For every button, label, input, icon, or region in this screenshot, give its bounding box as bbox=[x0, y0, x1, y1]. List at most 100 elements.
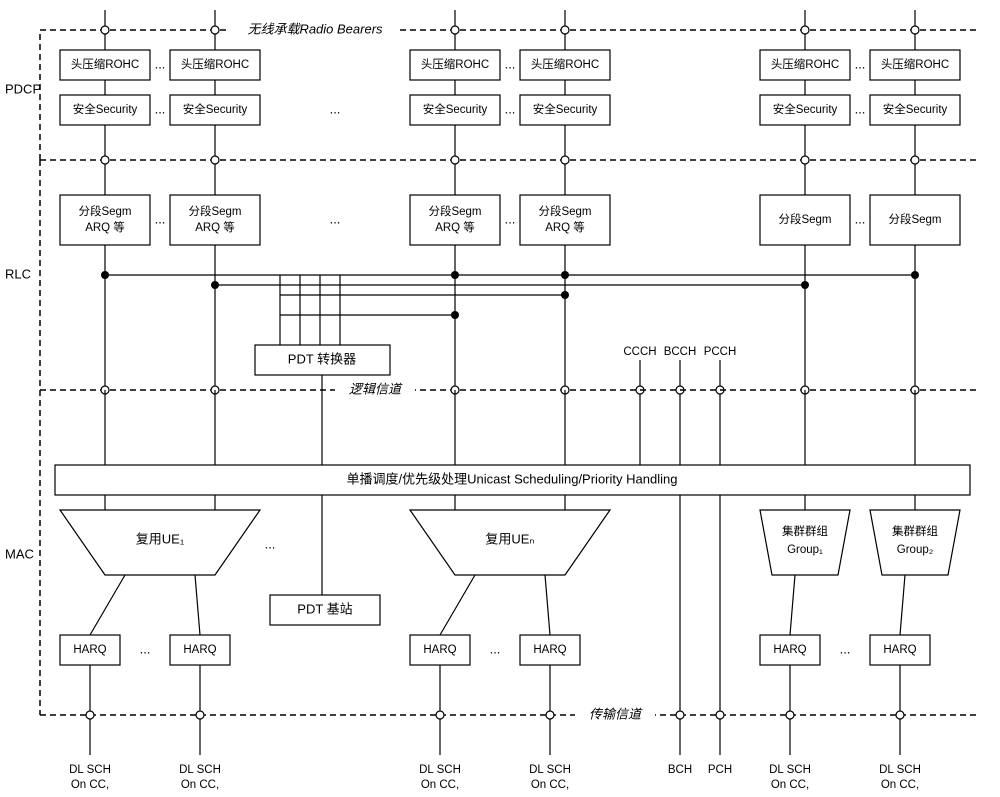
svg-text:...: ... bbox=[855, 101, 866, 116]
pdcp-security-row: 安全Security ... 安全Security ... 安全Security… bbox=[60, 95, 960, 125]
svg-text:On CC,: On CC, bbox=[71, 779, 109, 791]
pch-label: PCH bbox=[708, 764, 732, 776]
svg-text:头压缩ROHC: 头压缩ROHC bbox=[71, 57, 139, 71]
svg-text:分段Segm: 分段Segm bbox=[188, 204, 241, 218]
rlc-segm-arq-box: 分段Segm ARQ 等 bbox=[520, 195, 610, 245]
svg-text:...: ... bbox=[505, 101, 516, 116]
harq-box: HARQ bbox=[520, 635, 580, 665]
security-box: 安全Security bbox=[760, 95, 850, 125]
logical-to-scheduler bbox=[105, 390, 915, 465]
svg-text:ARQ 等: ARQ 等 bbox=[85, 220, 125, 234]
svg-text:安全Security: 安全Security bbox=[773, 102, 838, 116]
scheduler-box: 单播调度/优先级处理Unicast Scheduling/Priority Ha… bbox=[55, 465, 970, 495]
harq-box: HARQ bbox=[760, 635, 820, 665]
svg-text:集群群组: 集群群组 bbox=[782, 524, 828, 538]
section-transport-channels: 传输信道 bbox=[40, 706, 980, 723]
svg-text:...: ... bbox=[840, 641, 851, 656]
rlc-segm-box: 分段Segm bbox=[870, 195, 960, 245]
rlc-segm-box: 分段Segm bbox=[760, 195, 850, 245]
harq-box: HARQ bbox=[170, 635, 230, 665]
security-box: 安全Security bbox=[870, 95, 960, 125]
harq-box: HARQ bbox=[60, 635, 120, 665]
bottom-labels: DL SCH On CC, DL SCH On CC, DL SCH On CC, D… bbox=[69, 764, 921, 791]
svg-text:...: ... bbox=[140, 641, 151, 656]
security-box: 安全Security bbox=[60, 95, 150, 125]
svg-text:On CC,: On CC, bbox=[181, 779, 219, 791]
pdcp-rlc-boundary bbox=[40, 156, 980, 390]
section-logical-channels: 逻辑信道 bbox=[40, 381, 980, 398]
svg-text:头压缩ROHC: 头压缩ROHC bbox=[771, 57, 839, 71]
svg-text:安全Security: 安全Security bbox=[73, 102, 138, 116]
svg-text:HARQ: HARQ bbox=[183, 644, 216, 656]
layer-label-rlc: RLC bbox=[5, 266, 31, 281]
mux-uen: 复用UEₙ bbox=[410, 510, 610, 635]
bch-pch-bypass bbox=[680, 495, 720, 755]
svg-text:HARQ: HARQ bbox=[533, 644, 566, 656]
svg-text:On CC,: On CC, bbox=[771, 779, 809, 791]
svg-text:...: ... bbox=[265, 536, 276, 551]
control-channels: CCCH BCCH PCCH bbox=[623, 346, 736, 465]
svg-text:...: ... bbox=[505, 211, 516, 226]
rohc-box: 头压缩ROHC bbox=[410, 50, 500, 80]
svg-text:分段Segm: 分段Segm bbox=[778, 212, 831, 226]
svg-text:...: ... bbox=[490, 641, 501, 656]
group1-box: 集群群组 Group₁ bbox=[760, 510, 850, 635]
svg-text:HARQ: HARQ bbox=[773, 644, 806, 656]
svg-text:集群群组: 集群群组 bbox=[892, 524, 938, 538]
svg-text:Group₂: Group₂ bbox=[897, 544, 933, 556]
rohc-box: 头压缩ROHC bbox=[60, 50, 150, 80]
rlc-down-lines bbox=[105, 245, 915, 390]
transport-channels-label: 传输信道 bbox=[589, 706, 643, 721]
diagram-root: 无线承载Radio Bearers PDCP 头压缩ROHC ... 头压缩RO… bbox=[0, 0, 1000, 797]
pcch-label: PCCH bbox=[704, 346, 737, 358]
harq-down-lines bbox=[90, 665, 900, 755]
rohc-box: 头压缩ROHC bbox=[170, 50, 260, 80]
svg-text:分段Segm: 分段Segm bbox=[428, 204, 481, 218]
svg-text:分段Segm: 分段Segm bbox=[888, 212, 941, 226]
svg-text:分段Segm: 分段Segm bbox=[538, 204, 591, 218]
scheduler-to-mux bbox=[105, 495, 915, 510]
group2-box: 集群群组 Group₂ bbox=[870, 510, 960, 635]
svg-text:HARQ: HARQ bbox=[73, 644, 106, 656]
rlc-segm-arq-box: 分段Segm ARQ 等 bbox=[60, 195, 150, 245]
svg-text:...: ... bbox=[330, 211, 341, 226]
svg-text:...: ... bbox=[155, 101, 166, 116]
rohc-box: 头压缩ROHC bbox=[760, 50, 850, 80]
svg-text:...: ... bbox=[505, 56, 516, 71]
bcch-label: BCCH bbox=[664, 346, 697, 358]
pdt-basestation-box: PDT 基站 bbox=[270, 595, 380, 625]
svg-text:分段Segm: 分段Segm bbox=[78, 204, 131, 218]
security-box: 安全Security bbox=[170, 95, 260, 125]
svg-text:DL SCH: DL SCH bbox=[879, 764, 921, 776]
security-box: 安全Security bbox=[410, 95, 500, 125]
svg-text:...: ... bbox=[855, 56, 866, 71]
svg-text:On CC,: On CC, bbox=[531, 779, 569, 791]
rlc-bus-to-pdt bbox=[101, 271, 919, 345]
svg-text:ARQ 等: ARQ 等 bbox=[195, 220, 235, 234]
ccch-label: CCCH bbox=[623, 346, 656, 358]
harq-row: HARQ ... HARQ HARQ ... HARQ HARQ ... HAR… bbox=[60, 635, 930, 665]
svg-text:ARQ 等: ARQ 等 bbox=[545, 220, 585, 234]
rohc-box: 头压缩ROHC bbox=[520, 50, 610, 80]
rlc-segm-arq-box: 分段Segm ARQ 等 bbox=[170, 195, 260, 245]
svg-text:复用UE₁: 复用UE₁ bbox=[136, 531, 185, 546]
svg-text:安全Security: 安全Security bbox=[183, 102, 248, 116]
svg-text:HARQ: HARQ bbox=[883, 644, 916, 656]
svg-text:DL SCH: DL SCH bbox=[529, 764, 571, 776]
svg-text:DL SCH: DL SCH bbox=[179, 764, 221, 776]
svg-text:头压缩ROHC: 头压缩ROHC bbox=[531, 57, 599, 71]
svg-text:On CC,: On CC, bbox=[881, 779, 919, 791]
svg-text:头压缩ROHC: 头压缩ROHC bbox=[181, 57, 249, 71]
bch-label: BCH bbox=[668, 764, 692, 776]
rohc-to-security-lines bbox=[105, 80, 915, 95]
svg-text:Group₁: Group₁ bbox=[787, 544, 823, 556]
harq-box: HARQ bbox=[870, 635, 930, 665]
svg-text:安全Security: 安全Security bbox=[533, 102, 598, 116]
radio-bearers-label: 无线承载Radio Bearers bbox=[247, 21, 383, 36]
rohc-box: 头压缩ROHC bbox=[870, 50, 960, 80]
svg-text:ARQ 等: ARQ 等 bbox=[435, 220, 475, 234]
layer-label-mac: MAC bbox=[5, 546, 34, 561]
rlc-segm-arq-box: 分段Segm ARQ 等 bbox=[410, 195, 500, 245]
svg-text:DL SCH: DL SCH bbox=[769, 764, 811, 776]
layer-label-pdcp: PDCP bbox=[5, 81, 41, 96]
